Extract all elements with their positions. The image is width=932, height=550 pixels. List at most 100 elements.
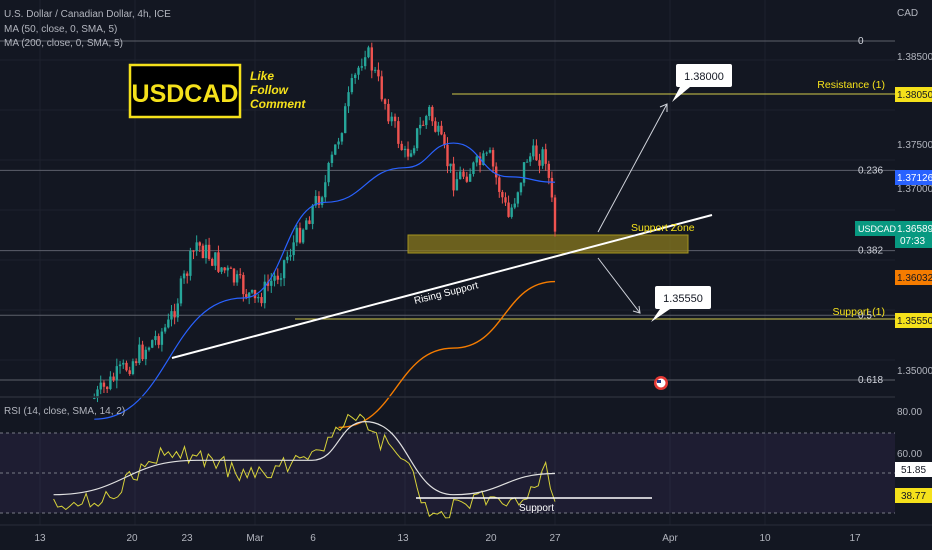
candle-body: [226, 267, 229, 271]
time-tick-10: 17: [849, 533, 861, 544]
target-down-callout[interactable]: 1.35550: [651, 286, 711, 322]
candle: [462, 168, 465, 180]
ma50-tag-text: 1.37126: [897, 173, 932, 184]
candle: [522, 162, 526, 187]
candle: [276, 268, 279, 285]
candle-body: [141, 344, 144, 360]
candle: [519, 182, 523, 196]
time-tick-5: 13: [397, 533, 409, 544]
us-flag-icon[interactable]: [654, 376, 668, 390]
candle: [377, 62, 380, 82]
candle-body: [353, 74, 357, 79]
candle: [498, 174, 501, 198]
candle: [176, 298, 179, 322]
candle-body: [229, 267, 233, 269]
candle: [125, 360, 128, 372]
candle-body: [324, 182, 327, 198]
time-axis[interactable]: 13 20 23 Mar 6 13 20 27 Apr 10 17: [0, 524, 932, 544]
candle: [147, 346, 151, 352]
candle-body: [189, 250, 192, 276]
candle: [195, 235, 198, 256]
candle-body: [485, 152, 488, 154]
candle: [340, 132, 344, 145]
candle-body: [260, 297, 263, 304]
candle: [263, 274, 266, 309]
candle-body: [276, 275, 279, 280]
candle: [214, 252, 217, 271]
candle-body: [494, 166, 498, 178]
candle-body: [418, 124, 422, 129]
candle: [115, 358, 119, 389]
candle-body: [340, 133, 344, 142]
candle-body: [383, 99, 387, 104]
candle: [541, 146, 544, 169]
candle-body: [96, 389, 99, 399]
candle-body: [232, 268, 236, 283]
candle-body: [455, 179, 459, 191]
candle: [535, 139, 538, 161]
candle-body: [93, 398, 96, 400]
candle-body: [311, 205, 314, 224]
candle-body: [510, 207, 513, 217]
candle-body: [273, 275, 276, 281]
candle-body: [147, 347, 151, 350]
candle: [122, 359, 125, 369]
candle: [96, 385, 99, 403]
candle: [250, 289, 254, 295]
candle: [390, 112, 393, 126]
candle: [286, 251, 289, 264]
current-symbol-tag: [855, 221, 895, 236]
fib-label-0: 0: [858, 36, 864, 47]
tick-137000: 1.37000: [897, 184, 932, 195]
candle: [173, 303, 176, 325]
candle: [311, 203, 314, 230]
rising-support-line[interactable]: [171, 214, 713, 359]
tick-138500: 1.38500: [897, 52, 932, 63]
time-tick-6: 20: [485, 533, 497, 544]
candle: [363, 50, 367, 70]
candle-body: [519, 182, 523, 193]
candle-body: [482, 153, 485, 165]
candle-body: [176, 303, 179, 318]
candle: [308, 216, 311, 225]
support-zone-rect[interactable]: [407, 234, 689, 254]
candle: [192, 249, 195, 260]
candle-body: [475, 156, 478, 163]
ma200-legend: MA (200, close, 0, SMA, 5): [4, 38, 123, 49]
candle: [501, 189, 504, 204]
candle: [279, 273, 283, 287]
rsi-support-label: Support: [519, 503, 554, 514]
candle: [204, 239, 208, 264]
candle-body: [99, 382, 102, 390]
candle: [198, 241, 201, 253]
candle-body: [529, 156, 532, 162]
price-axis[interactable]: CAD 1.38500 1.37500 1.37000 1.35000 1.38…: [855, 0, 932, 550]
candle: [553, 194, 557, 237]
candle: [428, 105, 431, 121]
candle: [412, 145, 416, 156]
candle-body: [387, 103, 390, 122]
target-up-callout[interactable]: 1.38000: [672, 64, 732, 102]
candle-body: [118, 364, 122, 367]
candle: [347, 86, 350, 114]
time-tick-2: 23: [181, 533, 193, 544]
candle-body: [449, 163, 452, 167]
candle-body: [105, 386, 109, 390]
candle-body: [538, 160, 541, 166]
candle: [415, 127, 419, 152]
candle: [393, 113, 397, 128]
time-tick-1: 20: [126, 533, 138, 544]
candle: [273, 271, 276, 287]
candle: [253, 289, 257, 304]
candle-body: [182, 273, 186, 279]
candle-body: [179, 278, 183, 304]
candle-body: [327, 162, 330, 183]
candle-body: [138, 344, 141, 364]
candle-body: [472, 162, 475, 174]
candle-body: [167, 319, 170, 328]
candle: [544, 143, 547, 171]
candle-body: [270, 280, 273, 286]
candle-body: [431, 106, 434, 122]
candle-body: [437, 125, 440, 132]
